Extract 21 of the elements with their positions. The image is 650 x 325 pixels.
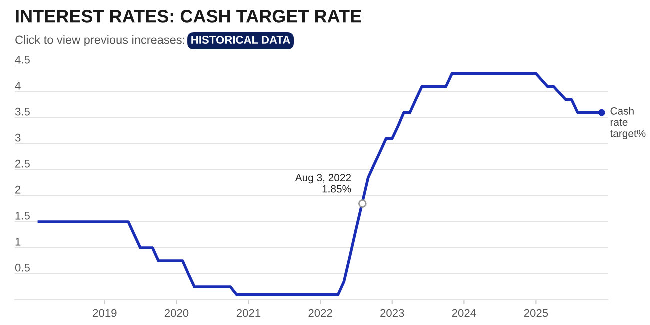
y-tick-label: 4 (15, 82, 21, 90)
x-tick-label: 2024 (452, 309, 476, 318)
y-tick-label: 4.5 (15, 56, 30, 64)
x-tick-label: 2022 (308, 309, 332, 318)
y-tick-label: 1.5 (16, 212, 30, 220)
x-tick-label: 2025 (524, 309, 548, 318)
x-tick-label: 2020 (164, 309, 189, 318)
chart-title: INTEREST RATES: CASH TARGET RATE (16, 10, 362, 23)
x-tick-label: 2021 (236, 309, 261, 318)
text: HISTORICAL DATA (192, 36, 290, 44)
y-tick-label: 1 (16, 238, 21, 246)
y-tick-label: 3.5 (15, 108, 30, 116)
y-tick-label: 2.5 (16, 160, 30, 168)
chart-subtitle: Click to view previous increases: (16, 36, 185, 46)
y-tick-label: 2 (16, 186, 21, 194)
x-tick-label: 2023 (380, 309, 404, 318)
annotation: Aug 3, 2022 1.85% (295, 174, 352, 193)
series-label: Cash rate target% (610, 107, 646, 140)
y-tick-label: 3 (15, 134, 21, 142)
x-tick-label: 2019 (93, 309, 117, 318)
y-tick-label: 0.5 (15, 264, 30, 272)
